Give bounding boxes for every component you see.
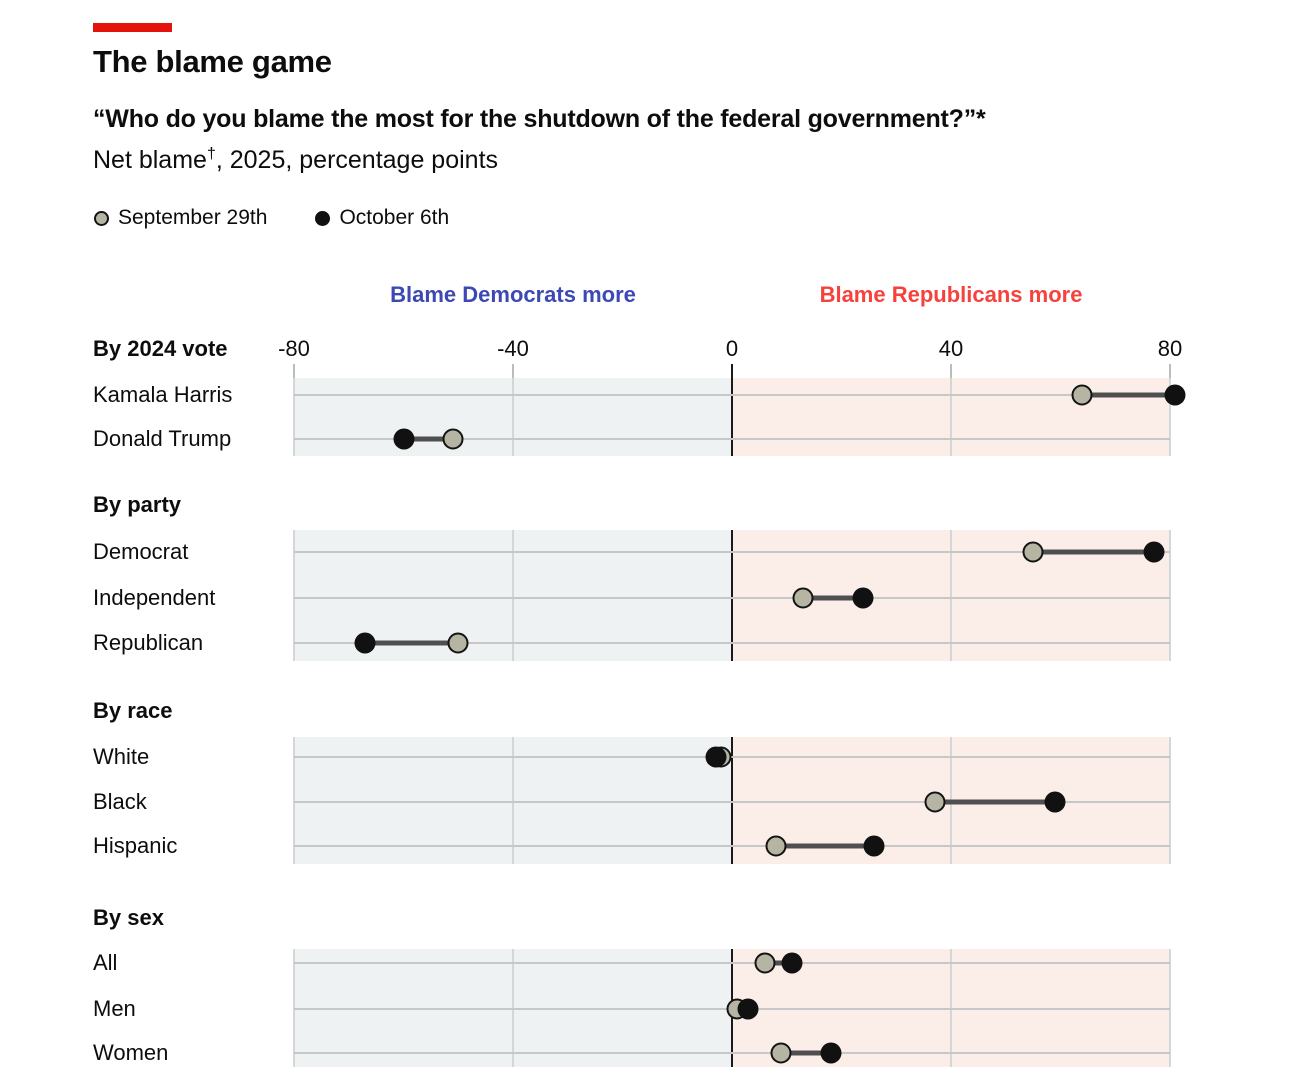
- dot-october-6th: [1044, 791, 1066, 813]
- row-gridline: [294, 438, 1170, 440]
- section-label: By 2024 vote: [93, 336, 228, 361]
- row-label: White: [93, 744, 150, 769]
- dot-october-6th: [820, 1042, 842, 1064]
- vertical-gridline: [512, 737, 514, 864]
- chart-units-subtitle: Net blame†, 2025, percentage points: [93, 146, 498, 175]
- row-label: Black: [93, 789, 147, 814]
- dumbbell-connector: [781, 1050, 831, 1056]
- row-label: Independent: [93, 585, 216, 610]
- september-29th-dot-icon: [94, 210, 109, 226]
- legend-item-october-6th: October 6th: [315, 206, 449, 230]
- chart-question-subtitle: “Who do you blame the most for the shutd…: [93, 105, 986, 133]
- vertical-gridline: [293, 737, 295, 864]
- dot-september-29th: [1071, 384, 1093, 406]
- row-label: Men: [93, 996, 136, 1021]
- axis-tick-mark: [293, 364, 295, 379]
- vertical-gridline: [950, 378, 952, 456]
- legend-label: September 29th: [118, 206, 268, 229]
- axis-tick-label: -80: [278, 336, 310, 361]
- axis-tick-mark: [731, 364, 733, 379]
- row-gridline: [294, 551, 1170, 553]
- section-label: By race: [93, 698, 173, 723]
- row-gridline: [294, 801, 1170, 803]
- legend: September 29th October 6th: [94, 206, 449, 230]
- vertical-gridline: [512, 378, 514, 456]
- row-label: Democrat: [93, 539, 189, 564]
- section-label: By party: [93, 492, 182, 517]
- dumbbell-connector: [403, 436, 453, 442]
- dumbbell-connector: [365, 640, 459, 646]
- dot-october-6th: [705, 746, 727, 768]
- row-label: Women: [93, 1040, 169, 1065]
- dumbbell-connector: [1033, 549, 1154, 555]
- dumbbell-connector: [803, 595, 864, 601]
- axis-tick-label: -40: [497, 336, 529, 361]
- dagger-footnote-mark: †: [206, 145, 216, 163]
- row-gridline: [294, 642, 1170, 644]
- vertical-gridline: [950, 530, 952, 661]
- axis-tick-label: 0: [725, 336, 739, 361]
- dot-september-29th: [924, 791, 946, 813]
- dot-october-6th: [354, 632, 376, 654]
- row-gridline: [294, 394, 1170, 396]
- row-label: All: [93, 950, 118, 975]
- dot-september-29th: [765, 835, 787, 857]
- dot-october-6th: [393, 428, 414, 450]
- vertical-gridline: [293, 378, 295, 456]
- dot-september-29th: [792, 587, 814, 609]
- dumbbell-connector: [775, 843, 875, 849]
- row-label: Donald Trump: [93, 426, 232, 451]
- vertical-gridline: [1169, 737, 1171, 864]
- dumbbell-connector: [764, 960, 793, 966]
- row-gridline: [294, 756, 1170, 758]
- legend-label: October 6th: [339, 206, 450, 229]
- axis-tick-mark: [512, 364, 514, 379]
- dot-october-6th: [863, 835, 885, 857]
- vertical-gridline: [293, 530, 295, 661]
- dot-september-29th: [1022, 541, 1044, 563]
- dot-october-6th: [781, 952, 803, 974]
- direction-label-blame-republicans: Blame Republicans more: [819, 282, 1083, 307]
- dot-september-29th: [754, 952, 776, 974]
- row-gridline: [294, 597, 1170, 599]
- section-label: By sex: [93, 905, 164, 930]
- direction-label-blame-democrats: Blame Democrats more: [390, 282, 636, 307]
- row-label: Republican: [93, 630, 204, 655]
- dot-october-6th: [1164, 384, 1186, 406]
- legend-item-september-29th: September 29th: [94, 206, 267, 230]
- units-text-rest: , 2025, percentage points: [215, 146, 499, 174]
- dumbbell-connector: [934, 799, 1055, 805]
- zero-baseline: [731, 530, 733, 661]
- dot-september-29th: [447, 632, 469, 654]
- dot-september-29th: [442, 428, 464, 450]
- row-label: Hispanic: [93, 833, 178, 858]
- axis-tick-label: 40: [938, 336, 964, 361]
- row-gridline: [294, 962, 1170, 964]
- vertical-gridline: [1169, 378, 1171, 456]
- dot-october-6th: [852, 587, 874, 609]
- zero-baseline: [731, 737, 733, 864]
- axis-tick-label: 80: [1157, 336, 1183, 361]
- dot-october-6th: [737, 998, 759, 1020]
- chart-title: The blame game: [93, 44, 332, 79]
- vertical-gridline: [1169, 949, 1171, 1067]
- vertical-gridline: [1169, 530, 1171, 661]
- economist-red-tag-bar: [93, 23, 172, 32]
- axis-tick-mark: [1169, 364, 1171, 379]
- zero-baseline: [731, 378, 733, 456]
- dumbbell-connector: [1082, 392, 1176, 398]
- axis-tick-mark: [950, 364, 952, 379]
- dot-september-29th: [770, 1042, 792, 1064]
- october-6th-dot-icon: [315, 210, 331, 226]
- row-label: Kamala Harris: [93, 382, 233, 407]
- row-gridline: [294, 845, 1170, 847]
- dot-october-6th: [1143, 541, 1165, 563]
- row-gridline: [294, 1052, 1170, 1054]
- vertical-gridline: [512, 530, 514, 661]
- units-text: Net blame: [93, 146, 207, 174]
